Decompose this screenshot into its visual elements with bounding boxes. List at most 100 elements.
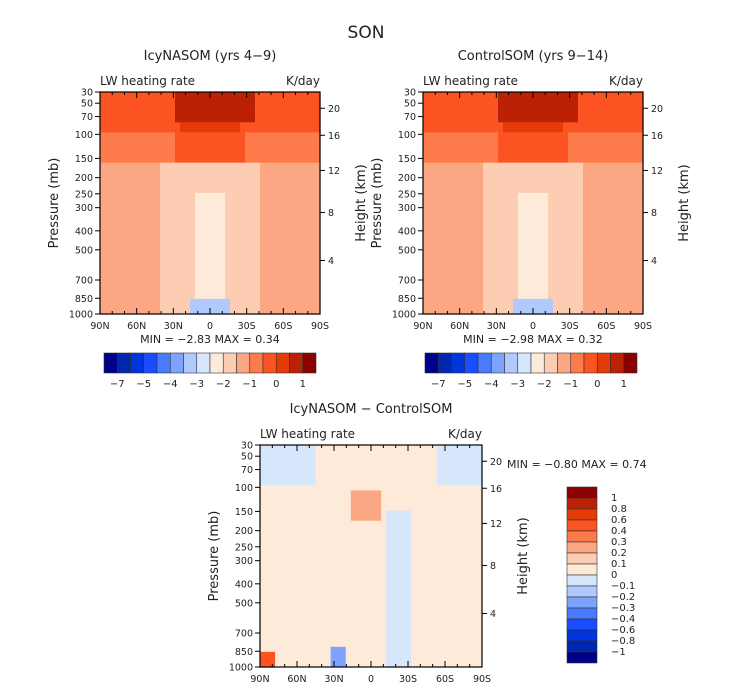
contour-cell <box>300 591 307 597</box>
contour-cell <box>593 238 599 244</box>
contour-cell <box>360 490 367 497</box>
contour-cell <box>270 223 276 229</box>
contour-cell <box>548 263 554 270</box>
contour-cell <box>613 228 619 234</box>
contour-cell <box>120 203 126 209</box>
contour-cell <box>290 591 296 597</box>
contour-cell <box>593 167 599 174</box>
contour-cell <box>295 132 301 139</box>
contour-cell <box>458 92 464 98</box>
contour-cell <box>633 97 639 103</box>
contour-cell <box>300 495 307 502</box>
contour-cell <box>533 218 539 224</box>
contour-cell <box>558 228 564 234</box>
contour-cell <box>170 162 176 169</box>
contour-cell <box>275 203 281 209</box>
contour-cell <box>543 162 549 169</box>
contour-cell <box>120 167 126 174</box>
contour-cell <box>305 646 312 653</box>
contour-cell <box>155 248 161 255</box>
contour-cell <box>598 122 604 128</box>
contour-cell <box>315 197 321 204</box>
contour-cell <box>588 172 594 179</box>
contour-cell <box>608 243 614 250</box>
contour-cell <box>240 182 246 189</box>
contour-cell <box>235 223 241 229</box>
contour-cell <box>508 122 514 128</box>
contour-cell <box>255 233 261 239</box>
contour-cell <box>310 213 316 219</box>
contour-cell <box>295 92 301 98</box>
panel-icy: IcyNASOM (yrs 4−9)LW heating rate K/day90… <box>47 49 369 390</box>
contour-cell <box>220 162 226 169</box>
contour-cell <box>428 288 434 295</box>
contour-cell <box>200 283 206 290</box>
contour-cell <box>315 97 321 103</box>
contour-cell <box>240 303 246 310</box>
contour-cell <box>260 581 266 587</box>
contour-cell <box>478 288 484 295</box>
contour-cell <box>538 137 544 144</box>
contour-cell <box>548 213 554 219</box>
contour-cell <box>200 303 206 310</box>
contour-cell <box>558 208 564 214</box>
contour-cell <box>468 233 474 239</box>
contour-cell <box>623 203 629 209</box>
contour-cell <box>438 137 444 144</box>
contour-cell <box>448 162 454 169</box>
contour-cell <box>155 172 161 179</box>
contour-cell <box>280 520 286 527</box>
contour-cell <box>185 152 191 159</box>
contour-cell <box>210 182 216 189</box>
contour-cell <box>473 223 479 229</box>
contour-cell <box>190 197 196 204</box>
contour-cell <box>543 147 549 154</box>
contour-cell <box>240 132 246 139</box>
contour-cell <box>345 661 352 668</box>
contour-cell <box>185 303 191 310</box>
contour-cell <box>463 223 469 229</box>
contour-cell <box>618 152 624 159</box>
contour-cell <box>563 228 569 234</box>
contour-cell <box>330 495 337 502</box>
contour-cell <box>290 278 296 285</box>
contour-cell <box>503 233 509 239</box>
contour-cell <box>260 525 266 532</box>
contour-cell <box>215 263 221 270</box>
contour-cell <box>205 137 211 144</box>
contour-cell <box>533 157 539 164</box>
contour-cell <box>120 122 126 128</box>
contour-cell <box>473 112 479 118</box>
contour-cell <box>280 248 286 255</box>
contour-cell <box>200 288 206 295</box>
contour-cell <box>468 208 474 214</box>
contour-cell <box>360 465 367 471</box>
contour-cell <box>280 213 286 219</box>
contour-cell <box>573 248 579 255</box>
contour-cell <box>310 228 316 234</box>
contour-cell <box>568 117 574 123</box>
contour-cell <box>538 172 544 179</box>
contour-cell <box>270 545 276 552</box>
contour-cell <box>240 162 246 169</box>
contour-cell <box>468 132 474 139</box>
contour-cell <box>285 545 291 552</box>
contour-cell <box>320 576 327 582</box>
contour-cell <box>205 263 211 270</box>
contour-cell <box>468 192 474 199</box>
contour-cell <box>573 107 579 113</box>
contour-cell <box>503 208 509 214</box>
contour-cell <box>205 223 211 229</box>
contour-cell <box>135 172 141 179</box>
contour-cell <box>280 450 286 456</box>
contour-cell <box>330 520 337 527</box>
contour-cell <box>498 268 504 275</box>
colorbar-label: −5 <box>457 379 472 390</box>
contour-cell <box>618 177 624 184</box>
contour-cell <box>280 157 286 164</box>
contour-cell <box>125 102 131 108</box>
contour-cell <box>335 576 342 582</box>
contour-cell <box>185 147 191 154</box>
contour-cell <box>290 213 296 219</box>
contour-cell <box>578 127 584 133</box>
